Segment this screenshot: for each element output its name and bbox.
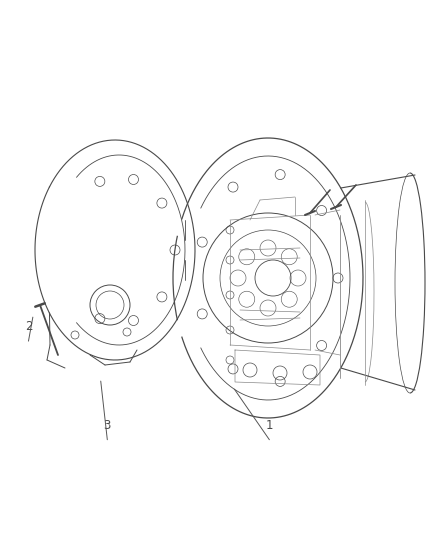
Text: 1: 1 [265,419,273,432]
Text: 2: 2 [25,320,32,333]
Text: 3: 3 [104,419,111,432]
